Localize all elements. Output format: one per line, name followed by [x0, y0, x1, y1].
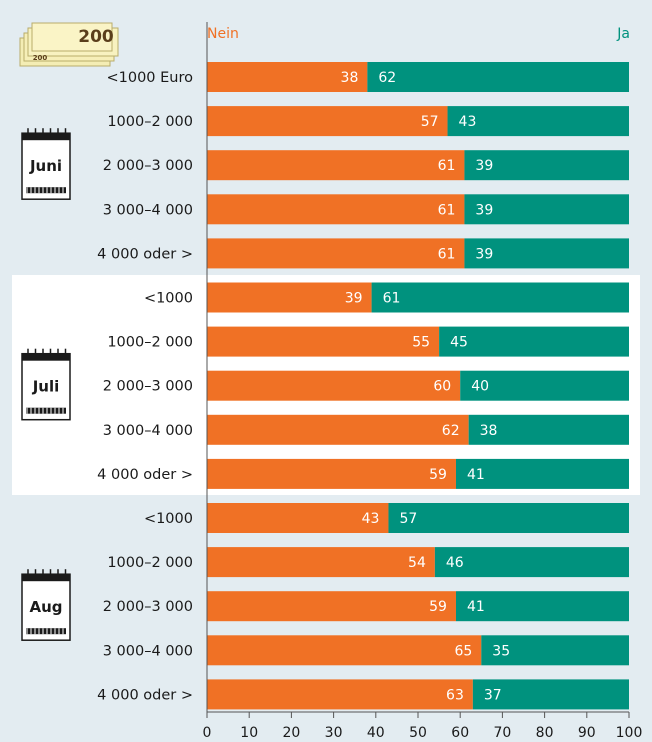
value-label-nein: 59 — [429, 467, 447, 483]
bar-nein — [207, 635, 482, 666]
category-label: 2 000–3 000 — [103, 379, 193, 395]
bar-nein — [207, 547, 435, 578]
money-icon: 200 200 — [19, 22, 119, 67]
value-label-ja: 39 — [475, 246, 493, 262]
value-label-ja: 39 — [475, 202, 493, 218]
bar-ja — [388, 503, 629, 533]
value-label-ja: 39 — [475, 158, 493, 174]
value-label-ja: 37 — [484, 687, 502, 703]
x-tick-label: 40 — [367, 725, 385, 741]
value-label-nein: 57 — [421, 114, 439, 130]
value-label-ja: 45 — [450, 335, 468, 351]
bar-ja — [367, 62, 629, 92]
x-tick-label: 20 — [282, 725, 300, 741]
value-label-nein: 59 — [429, 599, 447, 615]
bar-ja — [439, 326, 629, 357]
bar-ja — [371, 282, 629, 313]
category-label: 1000–2 000 — [107, 555, 193, 571]
category-label: <1000 — [144, 291, 193, 307]
bar-ja — [472, 679, 629, 710]
value-label-nein: 61 — [438, 202, 456, 218]
value-label-ja: 62 — [378, 70, 396, 86]
calendar-month-label: Juli — [32, 378, 60, 396]
bar-nein — [207, 679, 473, 710]
category-label: 2 000–3 000 — [103, 599, 193, 615]
value-label-nein: 63 — [446, 687, 464, 703]
bar-ja — [447, 106, 629, 137]
legend-nein: Nein — [207, 26, 239, 42]
x-tick-label: 30 — [325, 725, 343, 741]
legend-ja: Ja — [616, 26, 630, 42]
calendar-month-label: Juni — [29, 157, 62, 175]
x-tick-label: 70 — [493, 725, 511, 741]
bar-ja — [464, 150, 629, 181]
category-label: 4 000 oder > — [97, 687, 193, 703]
category-label: 3 000–4 000 — [103, 423, 193, 439]
bar-ja — [434, 547, 629, 578]
bar-ja — [481, 635, 629, 666]
value-label-nein: 65 — [454, 643, 472, 659]
category-label: 4 000 oder > — [97, 467, 193, 483]
category-label: 3 000–4 000 — [103, 202, 193, 218]
bar-nein — [207, 194, 465, 225]
x-tick-label: 0 — [203, 725, 212, 741]
value-label-ja: 41 — [467, 467, 485, 483]
category-label: 1000–2 000 — [107, 335, 193, 351]
bar-nein — [207, 238, 465, 269]
value-label-ja: 61 — [383, 291, 401, 307]
value-label-nein: 54 — [408, 555, 426, 571]
bar-ja — [455, 591, 629, 622]
bar-nein — [207, 326, 440, 357]
x-tick-label: 10 — [240, 725, 258, 741]
x-tick-label: 100 — [616, 725, 643, 741]
category-label: 3 000–4 000 — [103, 643, 193, 659]
calendar-month-label: Aug — [29, 598, 62, 616]
bar-ja — [460, 370, 629, 401]
value-label-nein: 43 — [362, 511, 380, 527]
value-label-nein: 61 — [438, 246, 456, 262]
value-label-ja: 46 — [446, 555, 464, 571]
category-label: 1000–2 000 — [107, 114, 193, 130]
bar-nein — [207, 458, 456, 489]
value-label-nein: 38 — [341, 70, 359, 86]
value-label-ja: 38 — [480, 423, 498, 439]
category-label: <1000 Euro — [106, 70, 193, 86]
x-tick-label: 90 — [578, 725, 596, 741]
bar-ja — [455, 458, 629, 489]
x-axis: 0 10 20 30 40 50 60 70 80 90 100 — [203, 22, 643, 741]
category-label: <1000 — [144, 511, 193, 527]
value-label-ja: 43 — [459, 114, 477, 130]
bar-nein — [207, 503, 389, 533]
x-tick-label: 60 — [451, 725, 469, 741]
value-label-ja: 57 — [399, 511, 417, 527]
bar-nein — [207, 591, 456, 622]
value-label-nein: 60 — [433, 379, 451, 395]
bar-nein — [207, 62, 368, 92]
calendar-icon: Juni — [21, 128, 71, 200]
value-label-ja: 41 — [467, 599, 485, 615]
category-label: 2 000–3 000 — [103, 158, 193, 174]
x-tick-label: 50 — [409, 725, 427, 741]
bar-ja — [464, 194, 629, 225]
calendar-icon: Juli — [21, 348, 71, 421]
bar-nein — [207, 106, 448, 137]
value-label-ja: 35 — [492, 643, 510, 659]
value-label-nein: 62 — [442, 423, 460, 439]
value-label-ja: 40 — [471, 379, 489, 395]
value-label-nein: 39 — [345, 291, 363, 307]
bar-ja — [468, 414, 629, 445]
money-badge-small: 200 — [33, 54, 48, 62]
bar-nein — [207, 414, 469, 445]
value-label-nein: 61 — [438, 158, 456, 174]
bar-nein — [207, 370, 461, 401]
x-tick-label: 80 — [536, 725, 554, 741]
calendar-icon: Aug — [21, 569, 71, 641]
money-badge-value: 200 — [78, 27, 114, 47]
bar-nein — [207, 282, 372, 313]
value-label-nein: 55 — [412, 335, 430, 351]
category-label: 4 000 oder > — [97, 246, 193, 262]
bar-nein — [207, 150, 465, 181]
bar-ja — [464, 238, 629, 269]
